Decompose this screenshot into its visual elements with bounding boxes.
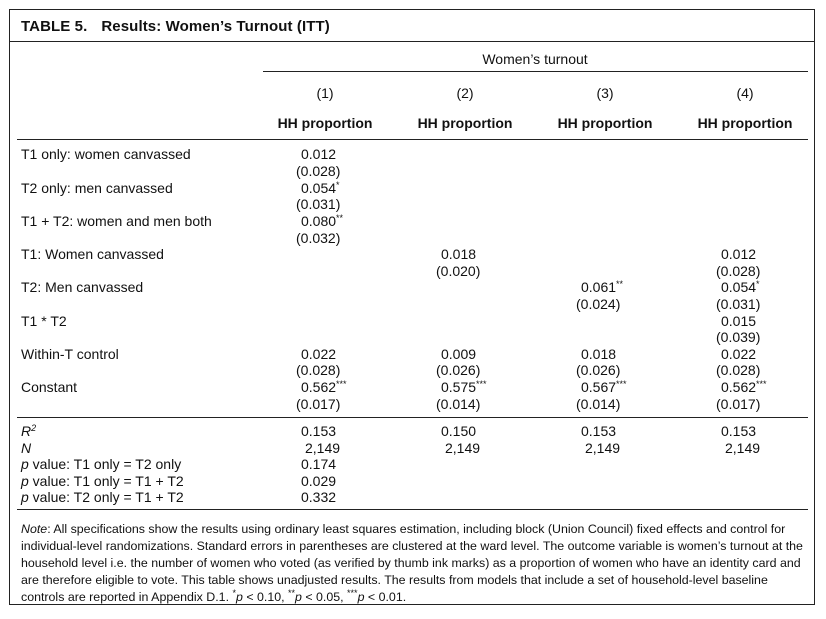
- stat-label-p1: p value: T1 only = T2 only: [21, 456, 182, 472]
- stat-label-r2: R2: [21, 423, 37, 439]
- stat-r2-c2: 0.150: [441, 423, 477, 439]
- stat-r2-c4: 0.153: [721, 423, 757, 439]
- column-label-3: HH proportion: [557, 115, 653, 131]
- table-title-text: Results: Women’s Turnout (ITT): [101, 18, 330, 35]
- table-frame: [9, 9, 815, 605]
- cell-c2-t1-women-se: (0.020): [436, 263, 481, 279]
- cell-c2-t1-women: 0.018: [441, 246, 477, 262]
- cell-c4-t2-men-se: (0.031): [716, 296, 761, 312]
- note-body: : All specifications show the results us…: [21, 522, 803, 604]
- stat-r2-c3: 0.153: [581, 423, 617, 439]
- cell-c1-t1-t2-se: (0.032): [296, 230, 341, 246]
- row-label-t2-only: T2 only: men canvassed: [21, 180, 173, 196]
- row-label-t1-women: T1: Women canvassed: [21, 246, 164, 262]
- table-title: TABLE 5. Results: Women’s Turnout (ITT): [21, 18, 330, 35]
- cell-c1-within-t-se: (0.028): [296, 362, 341, 378]
- cell-c4-t1-women-se: (0.028): [716, 263, 761, 279]
- cell-c3-t2-men-se: (0.024): [576, 296, 621, 312]
- rule-top: [9, 41, 815, 42]
- rule-stats: [17, 417, 808, 418]
- stat-label-p2: p value: T1 only = T1 + T2: [21, 473, 184, 489]
- column-label-2: HH proportion: [417, 115, 513, 131]
- cell-c1-t1-t2: 0.080**: [301, 213, 344, 229]
- table-note: Note: All specifications show the result…: [21, 522, 803, 604]
- cell-c4-t1xt2-se: (0.039): [716, 329, 761, 345]
- cell-c3-t2-men: 0.061**: [581, 279, 624, 295]
- stat-r2-c1: 0.153: [301, 423, 337, 439]
- cell-c1-constant-se: (0.017): [296, 396, 341, 412]
- stat-label-p3: p value: T2 only = T1 + T2: [21, 489, 184, 505]
- stat-n-c2: 2,149: [445, 440, 481, 456]
- rule-header: [17, 139, 808, 140]
- cell-c1-t1-only-se: (0.028): [296, 163, 341, 179]
- cell-c4-within-t: 0.022: [721, 346, 757, 362]
- cell-c2-constant-se: (0.014): [436, 396, 481, 412]
- group-header: Women’s turnout: [482, 51, 588, 67]
- row-label-t1-t2: T1 + T2: women and men both: [21, 213, 212, 229]
- column-number-4: (4): [736, 85, 754, 101]
- cell-c1-t2-only: 0.054*: [301, 180, 340, 196]
- table-number: TABLE 5.: [21, 18, 88, 35]
- stat-p2-c1: 0.029: [301, 473, 337, 489]
- cell-c2-within-t-se: (0.026): [436, 362, 481, 378]
- row-label-constant: Constant: [21, 379, 78, 395]
- cell-c4-constant-se: (0.017): [716, 396, 761, 412]
- column-number-2: (2): [456, 85, 474, 101]
- rule-group: [263, 71, 808, 72]
- cell-c4-t1xt2: 0.015: [721, 313, 757, 329]
- cell-c2-constant: 0.575***: [441, 379, 487, 395]
- stat-label-n: N: [21, 440, 32, 456]
- cell-c2-within-t: 0.009: [441, 346, 477, 362]
- stat-n-c4: 2,149: [725, 440, 761, 456]
- column-number-3: (3): [596, 85, 614, 101]
- cell-c3-within-t-se: (0.026): [576, 362, 621, 378]
- cell-c4-constant: 0.562***: [721, 379, 767, 395]
- row-label-t1-only: T1 only: women canvassed: [21, 146, 191, 162]
- cell-c4-within-t-se: (0.028): [716, 362, 761, 378]
- stat-n-c1: 2,149: [305, 440, 341, 456]
- note-lead: Note: [21, 522, 48, 536]
- cell-c1-t2-only-se: (0.031): [296, 196, 341, 212]
- cell-c1-t1-only: 0.012: [301, 146, 337, 162]
- column-label-4: HH proportion: [697, 115, 793, 131]
- column-number-1: (1): [316, 85, 334, 101]
- cell-c3-within-t: 0.018: [581, 346, 617, 362]
- rule-bottom: [17, 509, 808, 510]
- cell-c1-within-t: 0.022: [301, 346, 337, 362]
- row-label-within-t: Within-T control: [21, 346, 119, 362]
- cell-c4-t2-men: 0.054*: [721, 279, 760, 295]
- row-label-t1xt2: T1 * T2: [21, 313, 67, 329]
- stat-p3-c1: 0.332: [301, 489, 337, 505]
- cell-c3-constant: 0.567***: [581, 379, 627, 395]
- cell-c1-constant: 0.562***: [301, 379, 347, 395]
- stat-p1-c1: 0.174: [301, 456, 337, 472]
- cell-c3-constant-se: (0.014): [576, 396, 621, 412]
- row-label-t2-men: T2: Men canvassed: [21, 279, 144, 295]
- column-label-1: HH proportion: [277, 115, 373, 131]
- stat-n-c3: 2,149: [585, 440, 621, 456]
- cell-c4-t1-women: 0.012: [721, 246, 757, 262]
